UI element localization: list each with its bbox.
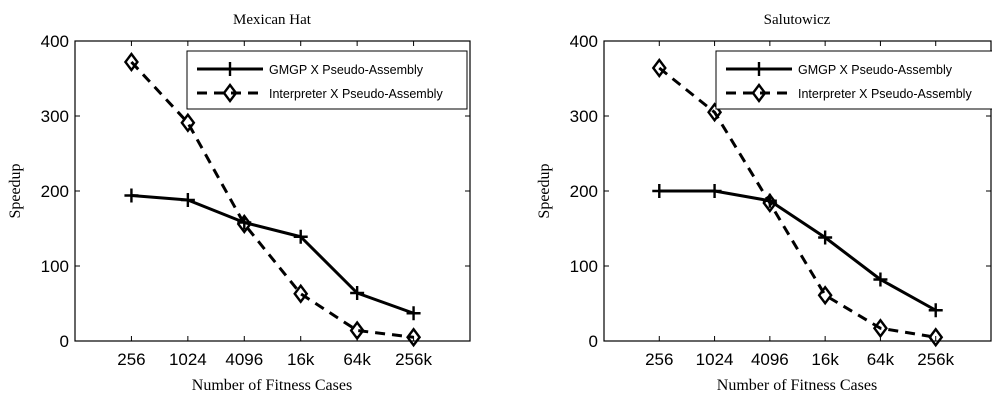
- x-tick-label: 256: [117, 350, 145, 369]
- data-point-plus: [293, 229, 308, 244]
- data-point-plus: [928, 303, 943, 318]
- series-line-interpreter: [130, 60, 414, 339]
- data-point-plus: [124, 188, 139, 203]
- y-axis-label: Speedup: [536, 163, 553, 218]
- legend-label: Interpreter X Pseudo-Assembly: [798, 87, 972, 101]
- x-tick-label: 1024: [696, 350, 734, 369]
- y-tick-label: 400: [570, 32, 598, 51]
- legend-box: [186, 50, 468, 110]
- chart-mexican-hat: Mexican Hat 0 100 200 300 400 256 1024 4096 16k 64…: [7, 12, 471, 394]
- y-axis-label: Speedup: [7, 163, 24, 218]
- chart-title: Mexican Hat: [233, 12, 312, 28]
- x-tick-label: 16k: [811, 350, 839, 369]
- x-tick-label: 1024: [169, 350, 207, 369]
- data-point-plus: [652, 184, 667, 198]
- data-point-plus: [180, 193, 195, 207]
- data-point-diamond: [872, 318, 888, 339]
- x-tick-label: 256: [645, 350, 673, 369]
- data-point-diamond: [707, 102, 723, 123]
- y-tick-label: 100: [41, 257, 69, 276]
- data-point-diamond: [236, 214, 252, 234]
- y-tick-label: 300: [570, 107, 598, 126]
- data-point-plus: [707, 184, 722, 198]
- data-point-plus: [818, 230, 833, 245]
- chart-salutowicz: Salutowicz 0 100 200 300 400 256 1024 4096 16k 64k…: [536, 12, 992, 394]
- x-tick-label: 64k: [867, 350, 895, 369]
- legend-label: GMGP X Pseudo-Assembly: [798, 63, 953, 77]
- series-line-gmgp: [131, 194, 415, 315]
- chart-title: Salutowicz: [764, 12, 831, 28]
- legend: GMGP X Pseudo-Assembly Interpreter X Pseu…: [715, 50, 992, 110]
- x-tick-label: 256k: [395, 350, 432, 369]
- data-point-plus: [752, 62, 766, 76]
- legend: GMGP X Pseudo-Assembly Interpreter X Pseu…: [186, 50, 468, 110]
- data-point-diamond: [123, 52, 139, 72]
- data-point-diamond: [349, 320, 365, 341]
- y-tick-label: 0: [60, 332, 69, 351]
- data-point-diamond: [751, 83, 767, 103]
- x-tick-label: 16k: [287, 350, 315, 369]
- y-tick-label: 400: [41, 32, 69, 51]
- data-point-diamond: [293, 283, 309, 304]
- data-point-diamond: [762, 193, 778, 213]
- data-point-plus: [873, 272, 888, 287]
- data-point-diamond: [406, 327, 422, 348]
- data-point-diamond: [817, 285, 833, 306]
- y-tick-label: 0: [589, 332, 598, 351]
- data-point-plus: [350, 286, 365, 300]
- data-point-plus: [223, 62, 237, 76]
- y-tick-label: 200: [41, 182, 69, 201]
- y-tick-label: 200: [570, 182, 598, 201]
- series-line-interpreter: [658, 66, 936, 339]
- legend-box: [715, 50, 992, 110]
- legend-label: GMGP X Pseudo-Assembly: [269, 63, 424, 77]
- x-tick-label: 4096: [225, 350, 263, 369]
- x-tick-label: 64k: [343, 350, 371, 369]
- x-axis-label: Number of Fitness Cases: [192, 377, 352, 394]
- legend-label: Interpreter X Pseudo-Assembly: [269, 87, 443, 101]
- data-point-diamond: [222, 83, 238, 103]
- x-tick-label: 256k: [917, 350, 954, 369]
- data-point-diamond: [180, 112, 196, 133]
- x-axis-label: Number of Fitness Cases: [717, 377, 877, 394]
- series-line-gmgp: [659, 189, 937, 312]
- y-tick-label: 100: [570, 257, 598, 276]
- y-tick-label: 300: [41, 107, 69, 126]
- data-point-plus: [406, 306, 421, 321]
- x-tick-label: 4096: [751, 350, 789, 369]
- data-point-diamond: [651, 58, 667, 78]
- data-point-diamond: [928, 327, 944, 348]
